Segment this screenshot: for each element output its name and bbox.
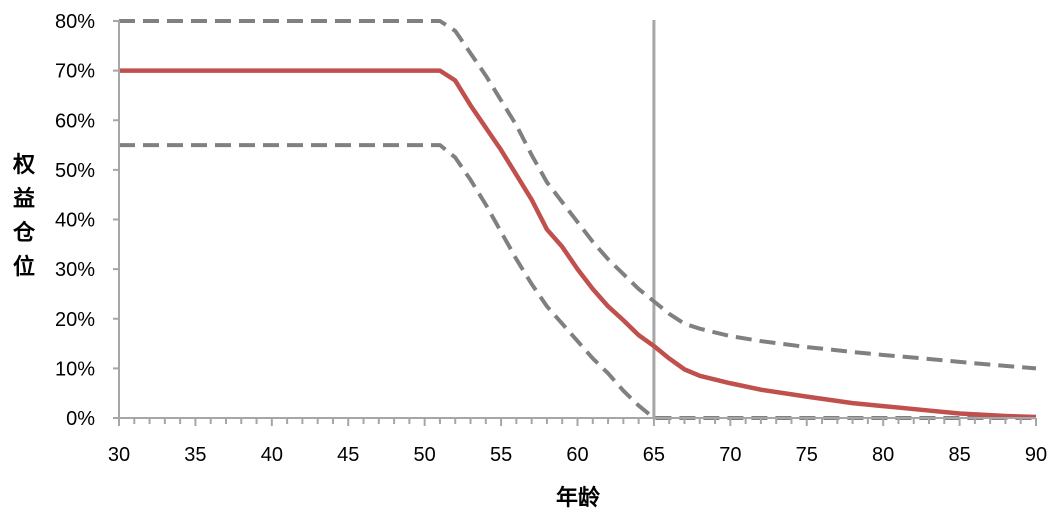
y-tick-label: 0% xyxy=(66,408,95,430)
y-tick-label: 70% xyxy=(55,61,95,83)
x-tick-label: 90 xyxy=(1025,444,1047,466)
x-tick-label: 50 xyxy=(414,444,436,466)
y-tick-label: 40% xyxy=(55,210,95,232)
y-axis-title-char: 权 xyxy=(12,152,36,178)
x-tick-label: 75 xyxy=(796,444,818,466)
x-tick-label: 80 xyxy=(872,444,894,466)
x-tick-label: 85 xyxy=(948,444,970,466)
series-line-upper-bound xyxy=(119,19,1037,371)
x-axis-title: 年龄 xyxy=(556,485,601,511)
x-tick-label: 55 xyxy=(490,444,512,466)
x-tick-label: 45 xyxy=(337,444,359,466)
y-tick-label: 50% xyxy=(55,160,95,182)
y-tick-label: 80% xyxy=(55,11,95,33)
y-axis-title-char: 仓 xyxy=(12,220,36,246)
x-tick-label: 40 xyxy=(261,444,283,466)
series-line-main xyxy=(119,68,1037,420)
y-axis-title-char: 益 xyxy=(13,186,35,212)
series-layer xyxy=(119,19,1037,420)
x-tick-label: 60 xyxy=(566,444,588,466)
x-tick-label: 30 xyxy=(108,444,130,466)
x-tick-label: 70 xyxy=(719,444,741,466)
y-tick-label: 10% xyxy=(55,358,95,380)
tick-layer xyxy=(113,20,1037,426)
x-tick-label: 35 xyxy=(184,444,206,466)
y-tick-label: 60% xyxy=(55,110,95,132)
series-line-lower-bound xyxy=(119,143,1036,420)
label-layer: 0% 10% 20% 30% 40% 50% 60% 70% 80% 30 35 40 45 50 55 60… xyxy=(55,11,1047,466)
y-tick-label: 20% xyxy=(55,309,95,331)
x-tick-label: 65 xyxy=(643,444,665,466)
y-tick-label: 30% xyxy=(55,259,95,281)
y-axis-title: 权益仓位 xyxy=(12,152,36,280)
y-axis-title-char: 位 xyxy=(13,254,35,280)
